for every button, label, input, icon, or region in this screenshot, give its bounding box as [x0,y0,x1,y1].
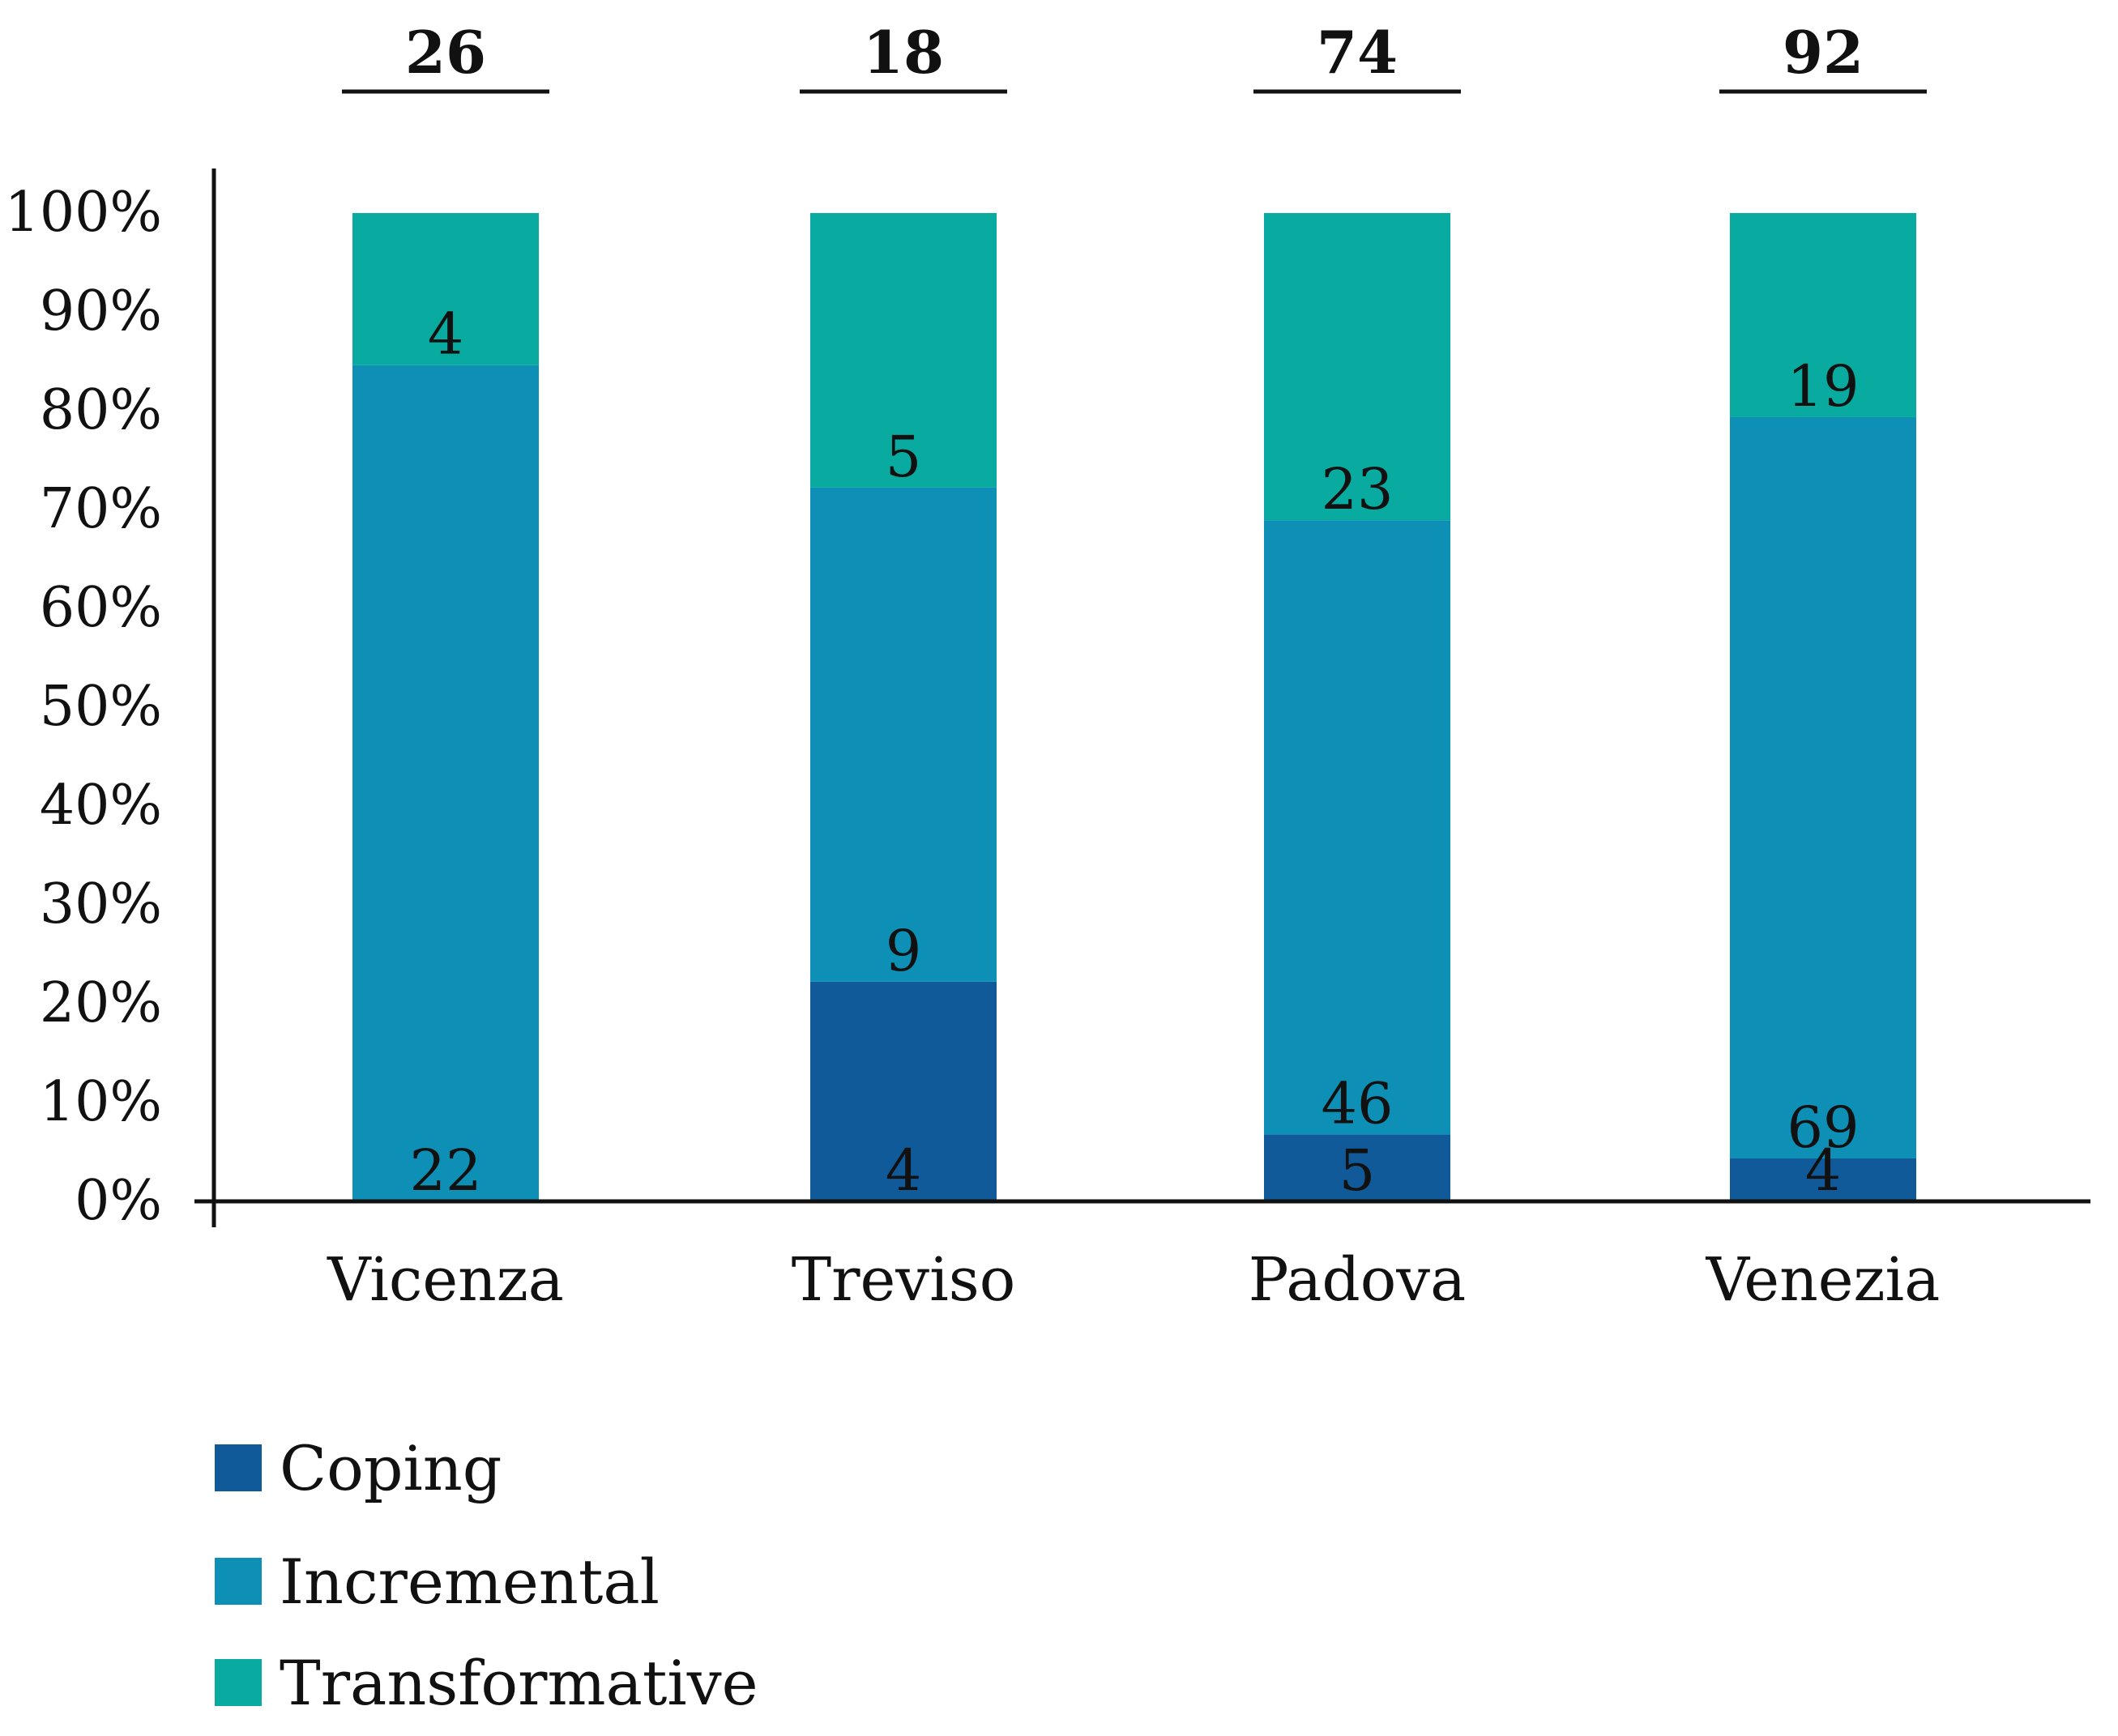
y-axis-ticks: 0% 10% 20% 30% 40% 50% 60% 70% 80% 90% 100% [5,181,162,1233]
legend-label-incremental: Incremental [280,1546,660,1618]
data-label-incremental-treviso: 9 [886,918,922,984]
data-label-transformative-padova: 23 [1321,456,1393,523]
category-label-venezia: Venezia [1706,1245,1941,1315]
totals-group: 26 18 74 92 [342,18,1927,94]
bar-segment-transformative-padova [1264,213,1450,521]
bar-segment-coping-treviso [810,981,997,1201]
y-tick-label: 50% [40,675,162,739]
category-label-padova: Padova [1249,1245,1466,1315]
data-label-transformative-treviso: 5 [886,424,922,490]
y-tick-label: 70% [40,477,162,541]
total-label-vicenza: 26 [405,18,486,87]
bar-segment-coping-venezia [1730,1158,1916,1201]
axes [194,168,2090,1227]
y-tick-label: 60% [40,576,162,640]
total-label-venezia: 92 [1783,18,1864,87]
legend-label-coping: Coping [280,1432,502,1504]
category-label-treviso: Treviso [792,1245,1016,1315]
y-tick-label: 0% [75,1169,162,1233]
bars-group [352,213,1916,1201]
data-label-coping-venezia: 4 [1805,1137,1842,1204]
category-label-vicenza: Vicenza [327,1245,564,1315]
data-label-transformative-venezia: 19 [1787,353,1859,420]
legend-label-transformative: Transformative [280,1647,758,1719]
bar-segment-transformative-treviso [810,213,997,488]
data-label-coping-padova: 5 [1339,1137,1376,1204]
total-label-padova: 74 [1317,18,1398,87]
bar-segment-coping-padova [1264,1134,1450,1201]
y-tick-label: 80% [40,378,162,442]
bar-segment-incremental-padova [1264,520,1450,1135]
bar-segment-incremental-venezia [1730,416,1916,1158]
y-tick-label: 10% [40,1070,162,1134]
data-label-transformative-vicenza: 4 [428,301,464,368]
bar-segment-incremental-treviso [810,487,997,982]
total-label-treviso: 18 [863,18,944,87]
legend-swatch-transformative [215,1659,262,1706]
bar-segment-incremental-vicenza [352,365,539,1201]
data-label-incremental-venezia: 69 [1787,1094,1859,1161]
y-tick-label: 20% [40,971,162,1035]
y-tick-label: 90% [40,279,162,343]
legend: Coping Incremental Transformative [215,1432,758,1719]
y-tick-label: 40% [40,774,162,838]
y-tick-label: 100% [5,181,162,245]
data-label-incremental-vicenza: 22 [409,1137,481,1204]
legend-swatch-incremental [215,1558,262,1605]
bar-segment-transformative-vicenza [352,213,539,365]
data-label-coping-treviso: 4 [886,1137,922,1204]
y-tick-label: 30% [40,872,162,936]
legend-swatch-coping [215,1444,262,1491]
category-labels-group: Vicenza Treviso Padova Venezia [327,1245,1940,1315]
bar-segment-transformative-venezia [1730,213,1916,417]
data-label-incremental-padova: 46 [1321,1071,1393,1137]
